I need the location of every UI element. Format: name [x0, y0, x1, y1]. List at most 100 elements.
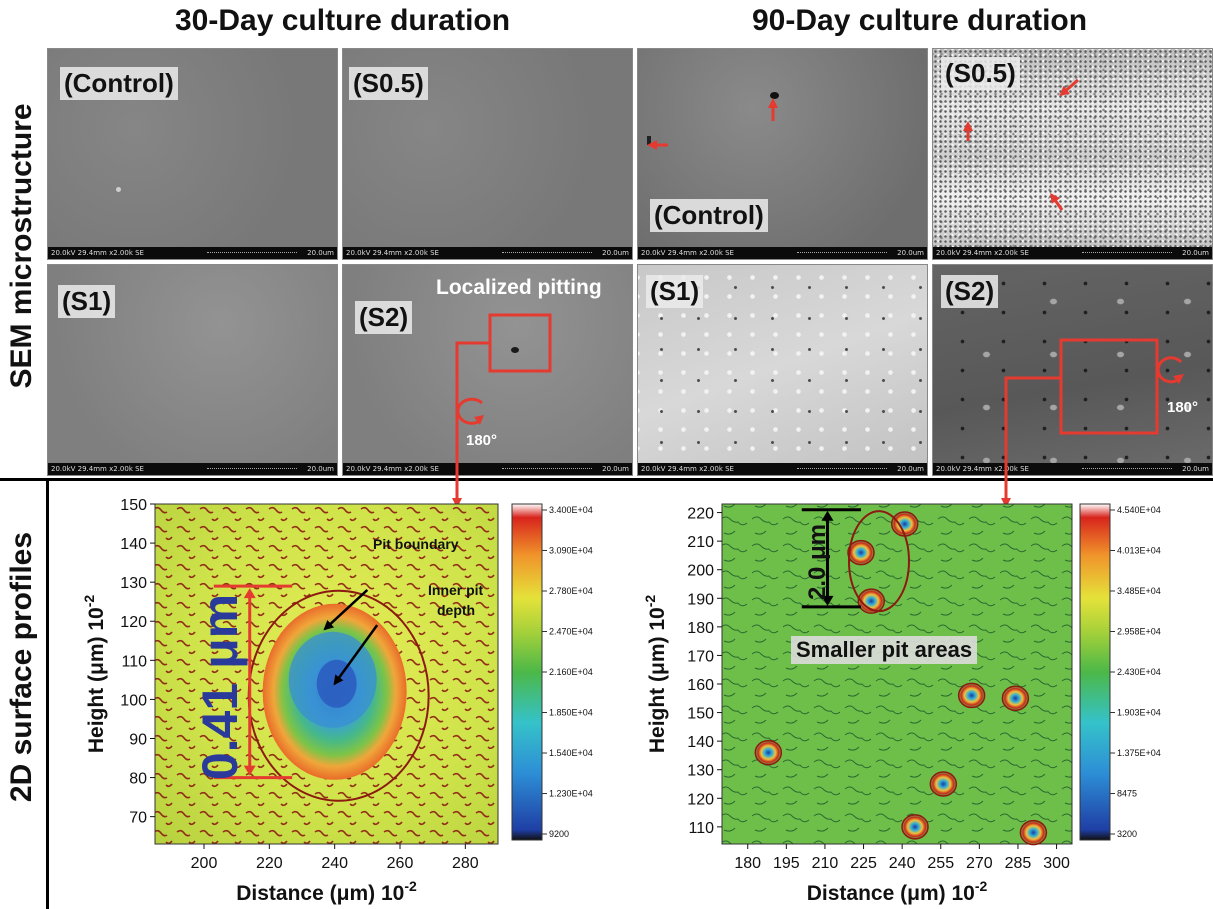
y-tick-label: 130: [687, 763, 714, 780]
y-tick-label: 80: [129, 771, 147, 788]
sem-surface: [638, 265, 927, 463]
y-tick-label: 70: [129, 810, 147, 827]
y-axis-label: Height (μm) 10-2: [642, 595, 669, 754]
colorbar-label: 1.540E+04: [549, 748, 593, 758]
pit-spot: [511, 347, 519, 353]
section-divider-vertical: [46, 478, 49, 909]
panel-label: (S1): [58, 285, 116, 318]
depth-label-90d: 2.0 μm: [804, 523, 831, 601]
panel-label: (Control): [60, 67, 178, 100]
x-axis-label: Distance (μm) 10-2: [236, 878, 417, 905]
colorbar-label: 1.850E+04: [549, 708, 593, 718]
pit-highlight-box: [1059, 338, 1159, 435]
sem-panel-90d-s05: (S0.5) 20.0kV 29.4mm x2.00k SE 20.0um: [932, 48, 1213, 260]
pit-deepest: [316, 659, 357, 708]
depth-label-30d: 0.41 μm: [192, 593, 248, 781]
sem-surface: [638, 49, 927, 247]
x-tick-label: 210: [812, 855, 839, 872]
inner-pit-label-1: Inner pit: [428, 582, 484, 598]
colorbar-label: 1.903E+04: [1117, 708, 1161, 718]
x-tick-label: 240: [321, 855, 348, 872]
rotate-label: 180°: [466, 432, 498, 449]
colorbar-label: 2.958E+04: [1117, 627, 1161, 637]
sem-panel-30d-s05: (S0.5) 20.0kV 29.4mm x2.00k SE 20.0um: [342, 48, 633, 260]
sem-scale-bar: 20.0kV 29.4mm x2.00k SE 20.0um: [933, 463, 1212, 475]
y-axis-label: Height (μm) 10-2: [81, 595, 108, 754]
x-tick-label: 300: [1043, 855, 1070, 872]
y-tick-label: 110: [121, 653, 147, 670]
y-tick-label: 210: [687, 534, 714, 551]
pit-cluster-contour: [847, 510, 910, 613]
sem-surface: [48, 49, 337, 247]
x-tick-label: 240: [889, 855, 916, 872]
inner-pit-label-2: depth: [437, 602, 476, 618]
pit-boundary-arrow: [323, 589, 369, 631]
sem-panel-30d-control: (Control) 20.0kV 29.4mm x2.00k SE 20.0um: [47, 48, 338, 260]
pit-spot: [770, 92, 779, 99]
pit-mark: [754, 739, 783, 766]
sem-scale-bar: 20.0kV 29.4mm x2.00k SE 20.0um: [638, 463, 927, 475]
pit-mark: [857, 588, 886, 614]
y-tick-label: 120: [120, 614, 147, 631]
inner-pit-arrow: [333, 624, 379, 686]
y-tick-label: 100: [120, 692, 147, 709]
panel-label: (S2): [355, 301, 413, 334]
panel-label: (S1): [646, 275, 704, 308]
pit-arrow: [1059, 78, 1079, 97]
colorbar-label: 3.400E+04: [549, 505, 593, 515]
y-tick-label: 190: [687, 591, 714, 608]
y-tick-label: 180: [687, 620, 714, 637]
section-divider: [0, 478, 1213, 481]
sem-scale-bar: 20.0kV 29.4mm x2.00k SE 20.0um: [48, 247, 337, 259]
x-tick-label: 280: [452, 855, 479, 872]
title-90-day: 90-Day culture duration: [752, 4, 1088, 37]
pit-mark: [847, 539, 875, 566]
leader-arrow: [1001, 376, 1061, 508]
y-tick-label: 140: [120, 536, 147, 553]
y-tick-label: 130: [120, 575, 147, 592]
rotate-icon: [456, 397, 484, 425]
sem-scale-bar: 20.0kV 29.4mm x2.00k SE 20.0um: [343, 463, 632, 475]
sem-scale-bar: 20.0kV 29.4mm x2.00k SE 20.0um: [638, 247, 927, 259]
x-tick-label: 260: [387, 855, 414, 872]
particle-spot: [116, 187, 121, 192]
sem-scale-bar: 20.0kV 29.4mm x2.00k SE 20.0um: [343, 247, 632, 259]
sem-panel-90d-s2: (S2) 20.0kV 29.4mm x2.00k SE 20.0um: [932, 264, 1213, 476]
pit-mark: [890, 511, 919, 537]
colorbar-label: 2.470E+04: [549, 627, 593, 637]
colorbar-label: 1.375E+04: [1117, 748, 1161, 758]
pit-mark: [901, 814, 929, 840]
colorbar-label: 8475: [1117, 789, 1137, 799]
surface-profile-90d: 180 195 210 225 240 255 270 285 300 110 120 130 140 1…: [642, 503, 1161, 905]
colorbar-label: 1.230E+04: [549, 789, 593, 799]
colorbar-label: 9200: [549, 829, 569, 839]
sem-surface: [933, 265, 1212, 463]
localized-pitting-label: Localized pitting: [436, 276, 602, 299]
sem-scale-bar: 20.0kV 29.4mm x2.00k SE 20.0um: [933, 247, 1212, 259]
x-tick-label: 270: [966, 855, 993, 872]
pit-mark: [929, 771, 958, 797]
leader-arrow: [452, 341, 490, 508]
x-tick-label: 255: [927, 855, 954, 872]
panel-label: (S0.5): [941, 57, 1020, 90]
y-tick-label: 110: [688, 820, 714, 837]
colorbar-label: 2.430E+04: [1117, 667, 1161, 677]
y-tick-label: 160: [687, 677, 714, 694]
pit-mark: [1019, 819, 1048, 846]
colorbar-label: 4.540E+04: [1117, 505, 1161, 515]
pit-boundary-label: Pit boundary: [373, 536, 459, 552]
colorbar: [511, 503, 543, 841]
y-tick-label: 150: [687, 706, 714, 723]
colorbar-label: 2.160E+04: [549, 667, 593, 677]
sem-panel-90d-s1: (S1) 20.0kV 29.4mm x2.00k SE 20.0um: [637, 264, 928, 476]
y-tick-label: 140: [687, 734, 714, 751]
y-tick-label: 150: [120, 497, 147, 514]
colorbar: [1079, 503, 1111, 841]
sem-surface: [343, 265, 632, 463]
y-tick-label: 170: [687, 648, 714, 665]
surface-profile-30d: 200 220 240 260 280 70 80 90 100 110 120 130 140 150 D…: [81, 497, 593, 905]
x-tick-label: 180: [734, 855, 761, 872]
colorbar-label: 4.013E+04: [1117, 546, 1161, 556]
pit-highlight-box: [488, 313, 552, 373]
y-tick-label: 90: [129, 731, 147, 748]
